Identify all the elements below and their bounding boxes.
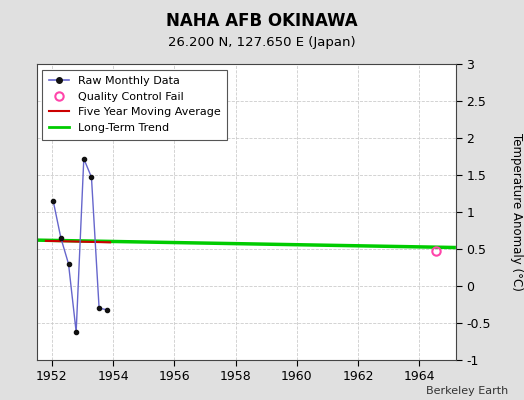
Text: NAHA AFB OKINAWA: NAHA AFB OKINAWA — [166, 12, 358, 30]
Text: Berkeley Earth: Berkeley Earth — [426, 386, 508, 396]
Y-axis label: Temperature Anomaly (°C): Temperature Anomaly (°C) — [510, 133, 523, 291]
Legend: Raw Monthly Data, Quality Control Fail, Five Year Moving Average, Long-Term Tren: Raw Monthly Data, Quality Control Fail, … — [42, 70, 227, 140]
Text: 26.200 N, 127.650 E (Japan): 26.200 N, 127.650 E (Japan) — [168, 36, 356, 49]
